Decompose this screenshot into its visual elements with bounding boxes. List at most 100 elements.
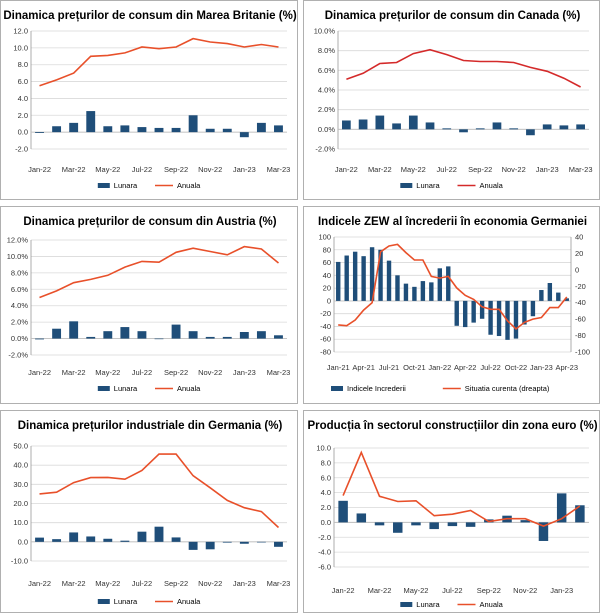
chart-title: Dinamica prețurilor de consum din Canada… <box>325 10 581 22</box>
bar <box>465 522 476 527</box>
chart-panel-euro-construction: Producția în sectorul construcțiilor din… <box>303 410 600 613</box>
bar <box>361 256 366 301</box>
bar <box>188 115 198 133</box>
bar <box>69 122 79 133</box>
chart-panel-zew-germany: Indicele ZEW al încrederii în economia G… <box>303 206 600 404</box>
legend-label-line: Anuala <box>177 597 201 606</box>
y-tick-label: 10.0 <box>13 518 28 527</box>
y-tick-label: -6.0 <box>318 563 331 572</box>
bar <box>69 321 79 339</box>
legend-swatch-bar <box>97 386 110 391</box>
bar <box>509 128 519 130</box>
legend-swatch-bar <box>331 386 343 391</box>
chart-panel-austria-cpi: Dinamica prețurilor de consum din Austri… <box>0 206 298 404</box>
bar <box>375 115 385 130</box>
series-line <box>342 450 581 527</box>
y-tick-label: 8.0 <box>18 60 28 69</box>
bar <box>274 335 283 339</box>
x-tick-label: May-22 <box>95 579 120 588</box>
bar <box>274 125 283 133</box>
bar <box>239 332 249 339</box>
bar <box>205 128 215 133</box>
x-tick-label: Nov-22 <box>502 165 526 174</box>
x-tick-label: Jul-22 <box>480 363 500 372</box>
y-tick-label: -2.0% <box>8 351 28 360</box>
x-tick-label: Jul-22 <box>442 586 462 595</box>
x-tick-label: Apr-23 <box>556 363 579 372</box>
y2-tick-label: -40 <box>575 298 586 307</box>
bar <box>344 255 349 301</box>
bar <box>454 300 459 326</box>
bar <box>137 331 147 339</box>
chart-svg-germany-ppi: Dinamica prețurilor industriale din Germ… <box>11 420 290 606</box>
x-tick-label: Jul-21 <box>379 363 399 372</box>
bar <box>393 522 403 533</box>
x-tick-label: Sep-22 <box>164 579 188 588</box>
chart-svg-austria-cpi: Dinamica prețurilor de consum din Austri… <box>7 216 291 393</box>
x-tick-label: Sep-22 <box>164 368 188 377</box>
y-tick-label: 8.0% <box>318 46 335 55</box>
bar <box>171 537 181 542</box>
bar <box>137 127 147 133</box>
y-tick-label: 8.0% <box>11 268 28 277</box>
y-tick-label: 20.0 <box>13 499 28 508</box>
x-tick-label: Jan-22 <box>428 363 451 372</box>
bar <box>459 129 468 133</box>
bar <box>171 324 181 339</box>
x-tick-label: Mar-23 <box>267 165 291 174</box>
chart-panel-canada-cpi: Dinamica prețurilor de consum din Canada… <box>303 0 600 200</box>
x-tick-label: Oct-22 <box>505 363 528 372</box>
chart-title: Dinamica prețurilor de consum din Austri… <box>23 216 276 228</box>
bar <box>120 327 130 339</box>
y-tick-label: 6.0 <box>321 473 331 482</box>
y-tick-label: 50.0 <box>13 442 28 451</box>
bar <box>358 119 368 130</box>
bar <box>52 126 62 133</box>
x-tick-label: Mar-23 <box>267 368 291 377</box>
y-tick-label: 4.0 <box>18 94 28 103</box>
y-tick-label: -60 <box>320 335 331 344</box>
bar <box>425 122 435 130</box>
bar <box>556 292 561 301</box>
y-tick-label: -4.0 <box>318 548 331 557</box>
x-tick-label: Oct-21 <box>403 363 426 372</box>
bar <box>103 126 113 133</box>
chart-title: Producția în sectorul construcțiilor din… <box>307 420 597 432</box>
y-tick-label: 6.0% <box>11 285 28 294</box>
chart-svg-euro-construction: Producția în sectorul construcțiilor din… <box>307 420 597 609</box>
y-tick-label: -10.0 <box>11 557 28 566</box>
x-tick-label: Jul-22 <box>437 165 457 174</box>
y-tick-label: 0 <box>327 296 331 305</box>
series-line <box>39 453 280 529</box>
bar <box>35 132 44 133</box>
x-tick-label: Mar-22 <box>62 579 86 588</box>
legend-label-bar: Lunara <box>416 600 440 609</box>
y-tick-label: 20 <box>323 284 331 293</box>
y-tick-label: -20 <box>320 309 331 318</box>
bar <box>256 331 266 339</box>
x-tick-label: Jan-22 <box>335 165 358 174</box>
x-tick-label: Jan-22 <box>332 586 355 595</box>
legend-swatch-bar <box>97 183 110 188</box>
x-tick-label: May-22 <box>95 165 120 174</box>
y-tick-label: 80 <box>323 245 331 254</box>
bar <box>386 260 392 301</box>
x-tick-label: May-22 <box>403 586 428 595</box>
bar <box>120 125 130 133</box>
x-tick-label: May-22 <box>95 368 120 377</box>
y-tick-label: 6.0% <box>318 66 335 75</box>
x-tick-label: Jan-23 <box>530 363 553 372</box>
x-tick-label: Nov-22 <box>198 579 222 588</box>
legend-label-line: Situatia curenta (dreapta) <box>465 384 550 393</box>
y2-tick-label: 40 <box>575 233 583 242</box>
x-tick-label: Apr-21 <box>352 363 375 372</box>
bar <box>559 125 569 130</box>
x-tick-label: Jan-23 <box>233 368 256 377</box>
chart-svg-zew-germany: Indicele ZEW al încrederii în economia G… <box>318 216 590 393</box>
x-tick-label: Jan-23 <box>536 165 559 174</box>
bar <box>496 300 502 337</box>
chart-panel-germany-ppi: Dinamica prețurilor industriale din Germ… <box>0 410 298 613</box>
bar <box>239 132 249 138</box>
bar <box>222 541 232 543</box>
bar <box>137 531 147 542</box>
